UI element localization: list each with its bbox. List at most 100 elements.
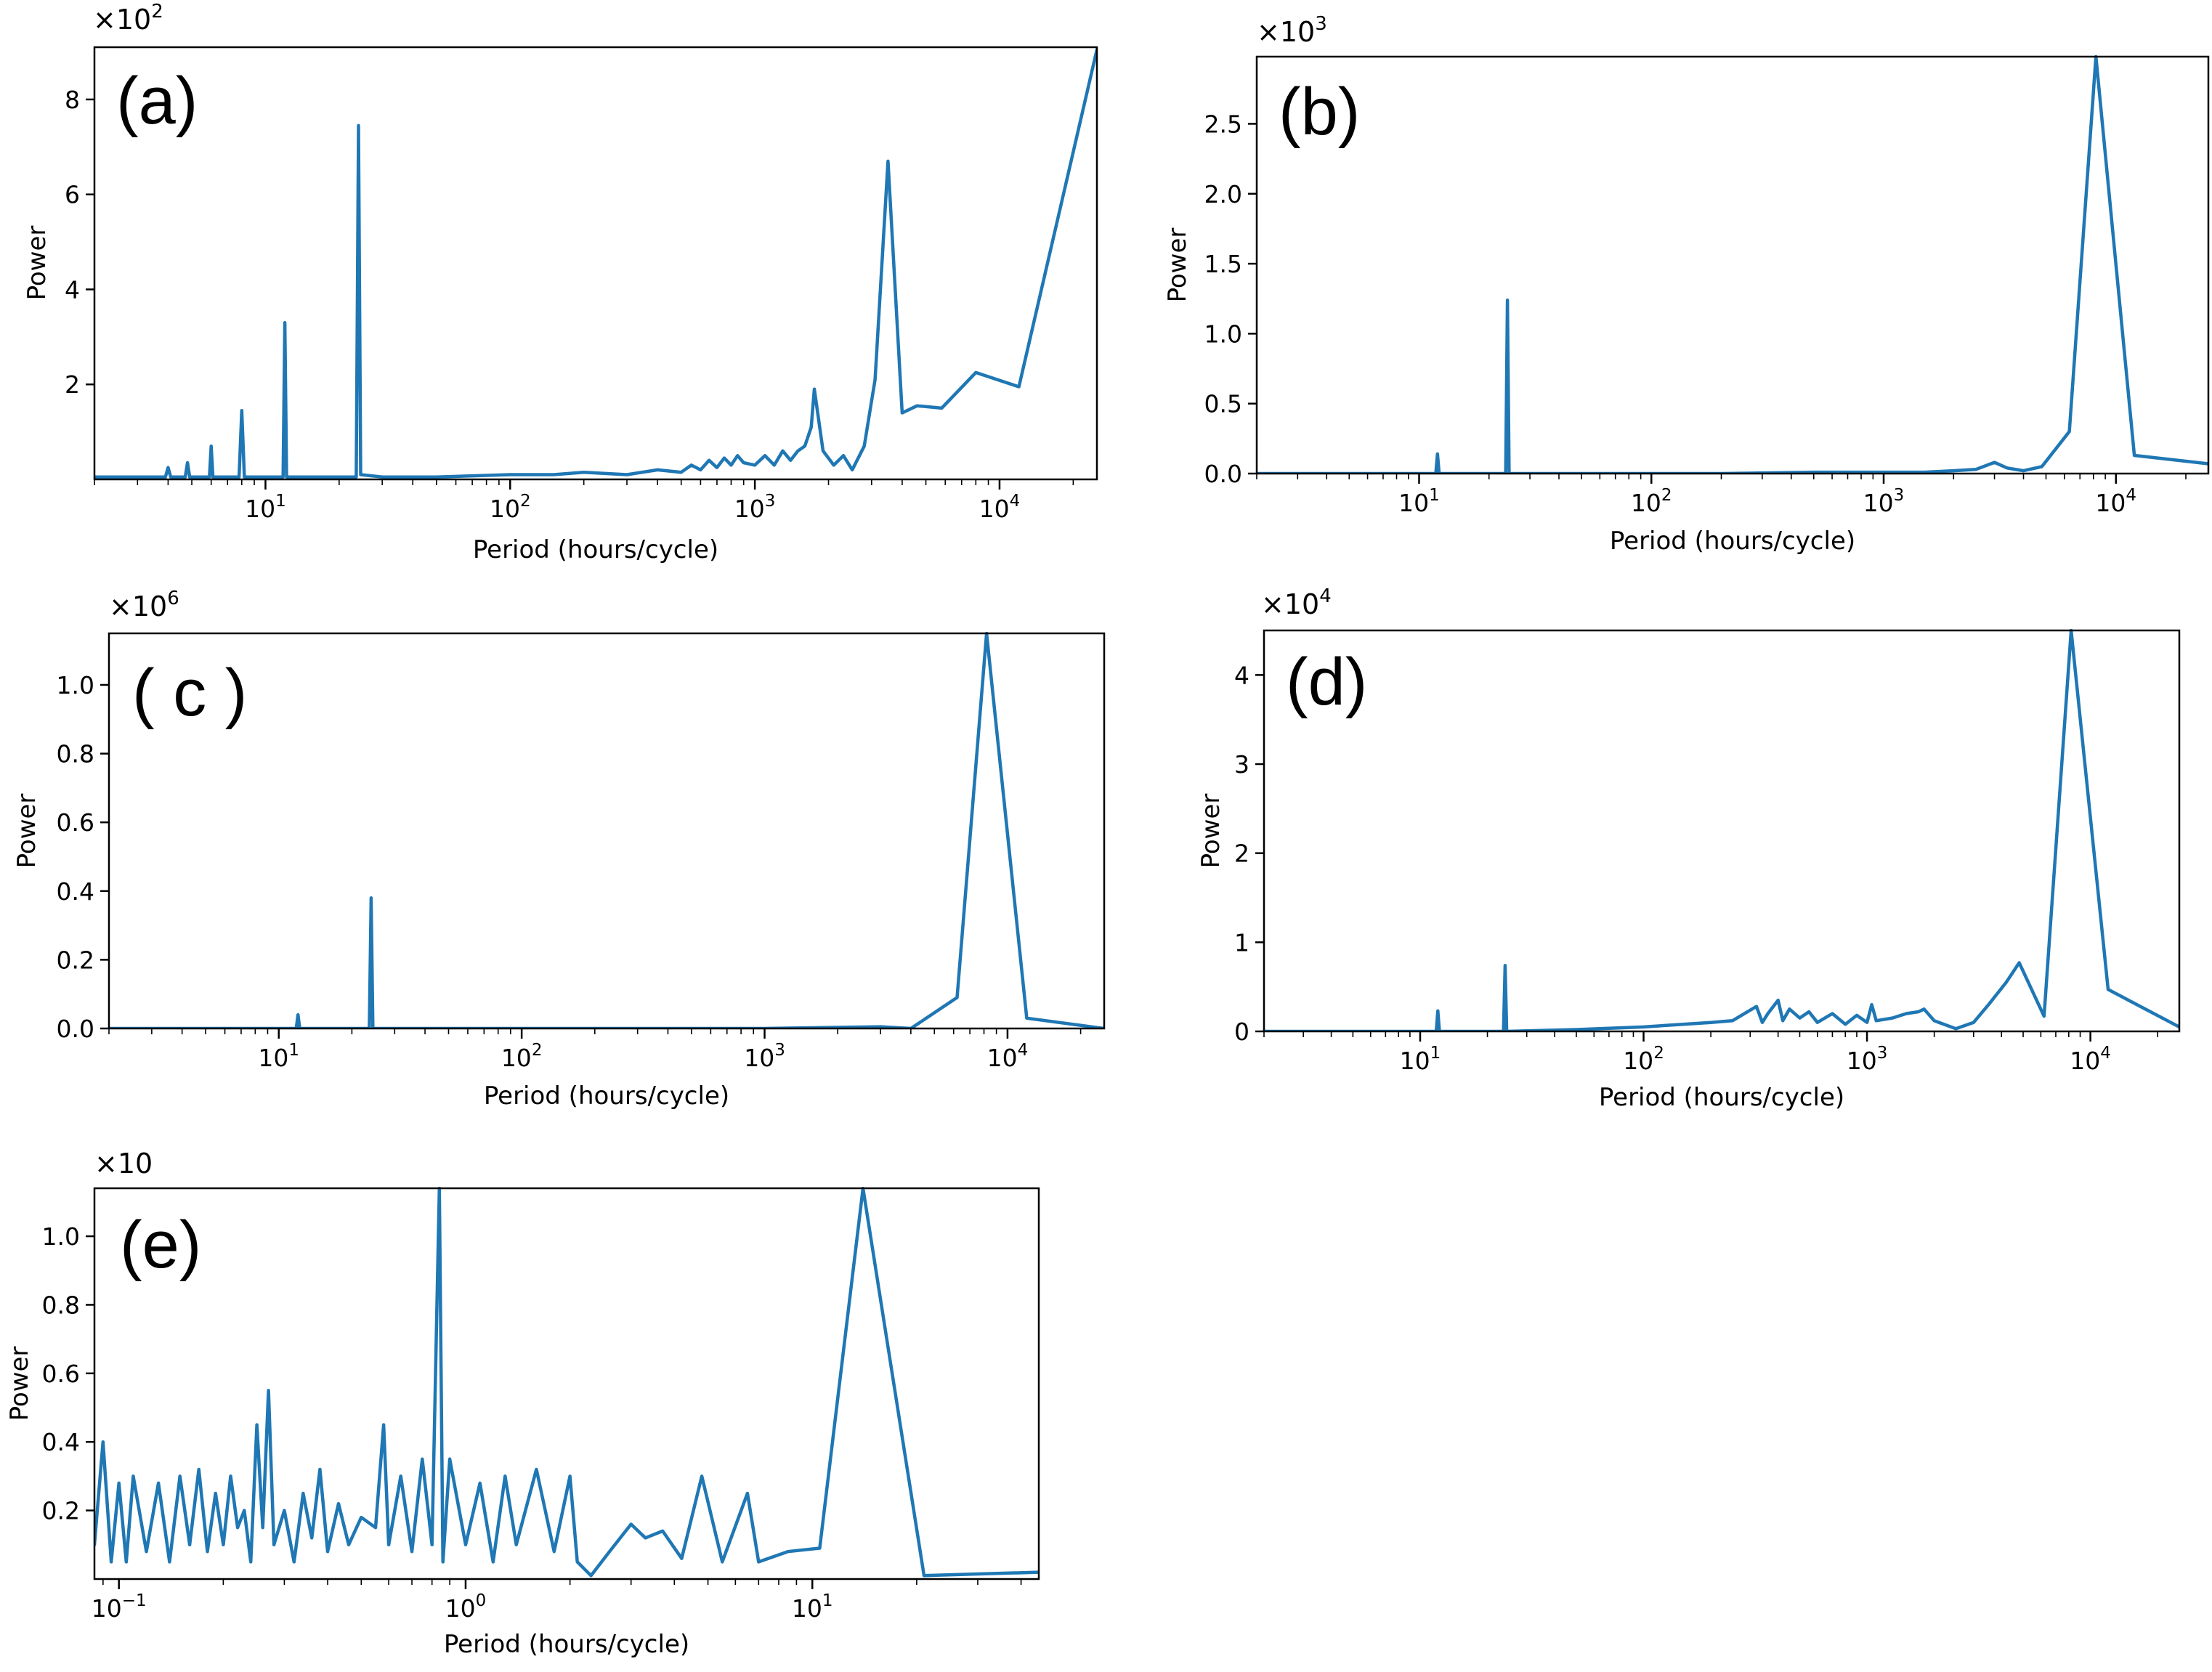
x-axis-label: Period (hours/cycle) — [484, 1081, 729, 1111]
x-tick-label-base: 10 — [2095, 489, 2126, 517]
panel-label: (a) — [116, 64, 198, 138]
series-line-power — [94, 1187, 1039, 1578]
x-tick-label-exponent: 4 — [2100, 1044, 2111, 1063]
y-multiplier-exponent: 3 — [1315, 13, 1327, 35]
panel-label: (e) — [120, 1208, 201, 1282]
x-tick-label: 102 — [501, 1041, 543, 1072]
x-tick-label-base: 10 — [987, 1044, 1018, 1072]
y-tick-label: 3 — [1234, 750, 1249, 779]
y-tick-label: 2.0 — [1204, 180, 1242, 208]
y-multiplier-label: ×104 — [1261, 585, 1332, 620]
y-multiplier-base: ×10 — [93, 4, 151, 36]
x-tick-label-base: 10 — [2070, 1047, 2100, 1075]
plot-frame — [1263, 629, 2181, 1033]
x-tick-label-base: 10 — [501, 1044, 532, 1072]
x-tick-label: 102 — [490, 492, 531, 523]
x-tick-label: 103 — [1863, 486, 1905, 517]
y-multiplier-exponent: 4 — [1319, 585, 1332, 607]
x-tick-label-exponent: 2 — [1653, 1044, 1664, 1063]
y-tick-label: 0.8 — [57, 740, 94, 768]
series-line-power — [1257, 55, 2208, 474]
y-axis-label: Power — [12, 794, 41, 869]
y-tick-label: 4 — [65, 275, 80, 304]
x-tick-label-exponent: 3 — [765, 492, 776, 511]
y-tick-label: 0.2 — [57, 946, 94, 974]
x-tick-label: 101 — [245, 492, 286, 523]
x-tick-label-exponent: 2 — [532, 1041, 543, 1060]
x-axis-label: Period (hours/cycle) — [1610, 527, 1855, 556]
panel-label: (b) — [1279, 75, 1360, 149]
x-tick-label-base: 10 — [1398, 489, 1429, 517]
x-tick-label-exponent: −1 — [122, 1591, 147, 1610]
plot-frame — [93, 1187, 1040, 1580]
x-tick-label-exponent: 0 — [476, 1591, 487, 1610]
x-tick-label-exponent: 1 — [1429, 486, 1440, 505]
y-tick-label: 0 — [1234, 1018, 1249, 1046]
x-tick-label-exponent: 1 — [288, 1041, 299, 1060]
y-multiplier-exponent: 2 — [151, 1, 163, 23]
y-tick-label: 8 — [65, 86, 80, 114]
x-tick-label-base: 10 — [1863, 489, 1894, 517]
plot-frame — [108, 632, 1106, 1030]
x-tick-label: 101 — [1398, 486, 1440, 517]
x-tick-label-exponent: 1 — [275, 492, 286, 511]
x-tick-label: 103 — [744, 1041, 785, 1072]
x-tick-label: 102 — [1631, 486, 1672, 517]
x-tick-label: 10−1 — [92, 1591, 147, 1623]
x-tick-label-base: 10 — [258, 1044, 288, 1072]
y-tick-label: 2 — [1234, 840, 1249, 868]
plot-frame — [93, 46, 1098, 481]
y-tick-label: 0.4 — [42, 1428, 80, 1456]
y-multiplier-base: ×10 — [94, 1148, 153, 1180]
x-tick-label: 101 — [1400, 1044, 1441, 1075]
series-line-power — [94, 48, 1097, 479]
x-tick-label: 101 — [792, 1591, 833, 1623]
y-tick-label: 0.6 — [57, 808, 94, 837]
x-tick-label: 104 — [2095, 486, 2136, 517]
y-axis-label: Power — [5, 1347, 34, 1421]
x-tick-label: 102 — [1623, 1044, 1664, 1075]
y-multiplier-exponent: 6 — [167, 588, 179, 609]
y-axis-label: Power — [1196, 794, 1225, 869]
y-tick-label: 0.2 — [42, 1497, 80, 1525]
x-tick-label-exponent: 3 — [1877, 1044, 1888, 1063]
x-tick-label-base: 10 — [445, 1594, 476, 1623]
x-tick-label-exponent: 2 — [520, 492, 531, 511]
x-tick-label: 104 — [987, 1041, 1029, 1072]
x-tick-label-exponent: 4 — [1010, 492, 1021, 511]
x-tick-label: 101 — [258, 1041, 299, 1072]
y-tick-label: 1 — [1234, 928, 1249, 957]
series-line-power — [109, 632, 1104, 1028]
y-multiplier-label: ×102 — [93, 1, 163, 36]
y-axis-label: Power — [23, 226, 52, 301]
y-tick-label: 1.0 — [42, 1222, 80, 1251]
y-tick-label: 0.4 — [57, 877, 94, 906]
y-multiplier-base: ×10 — [1257, 16, 1315, 48]
y-tick-label: 0.0 — [1204, 460, 1242, 488]
x-tick-label-base: 10 — [245, 495, 275, 523]
y-multiplier-label: ×106 — [109, 588, 179, 622]
panel-label: ( c ) — [132, 656, 247, 730]
x-tick-label-exponent: 2 — [1661, 486, 1672, 505]
x-tick-label: 100 — [445, 1591, 487, 1623]
y-multiplier-base: ×10 — [109, 591, 167, 622]
y-tick-label: 1.0 — [57, 671, 94, 699]
x-tick-label-exponent: 1 — [822, 1591, 833, 1610]
x-tick-label: 103 — [1847, 1044, 1888, 1075]
y-tick-label: 6 — [65, 181, 80, 209]
plot-frame — [1255, 55, 2210, 475]
x-tick-label-exponent: 3 — [1894, 486, 1905, 505]
x-axis-label: Period (hours/cycle) — [473, 535, 718, 564]
series-line-power — [1264, 629, 2179, 1031]
y-axis-label: Power — [1163, 228, 1192, 303]
x-axis-label: Period (hours/cycle) — [444, 1630, 689, 1659]
x-tick-label-base: 10 — [490, 495, 520, 523]
x-tick-label-base: 10 — [734, 495, 765, 523]
panel-label: (d) — [1286, 645, 1367, 719]
y-tick-label: 2.5 — [1204, 110, 1242, 138]
y-tick-label: 0.6 — [42, 1360, 80, 1388]
